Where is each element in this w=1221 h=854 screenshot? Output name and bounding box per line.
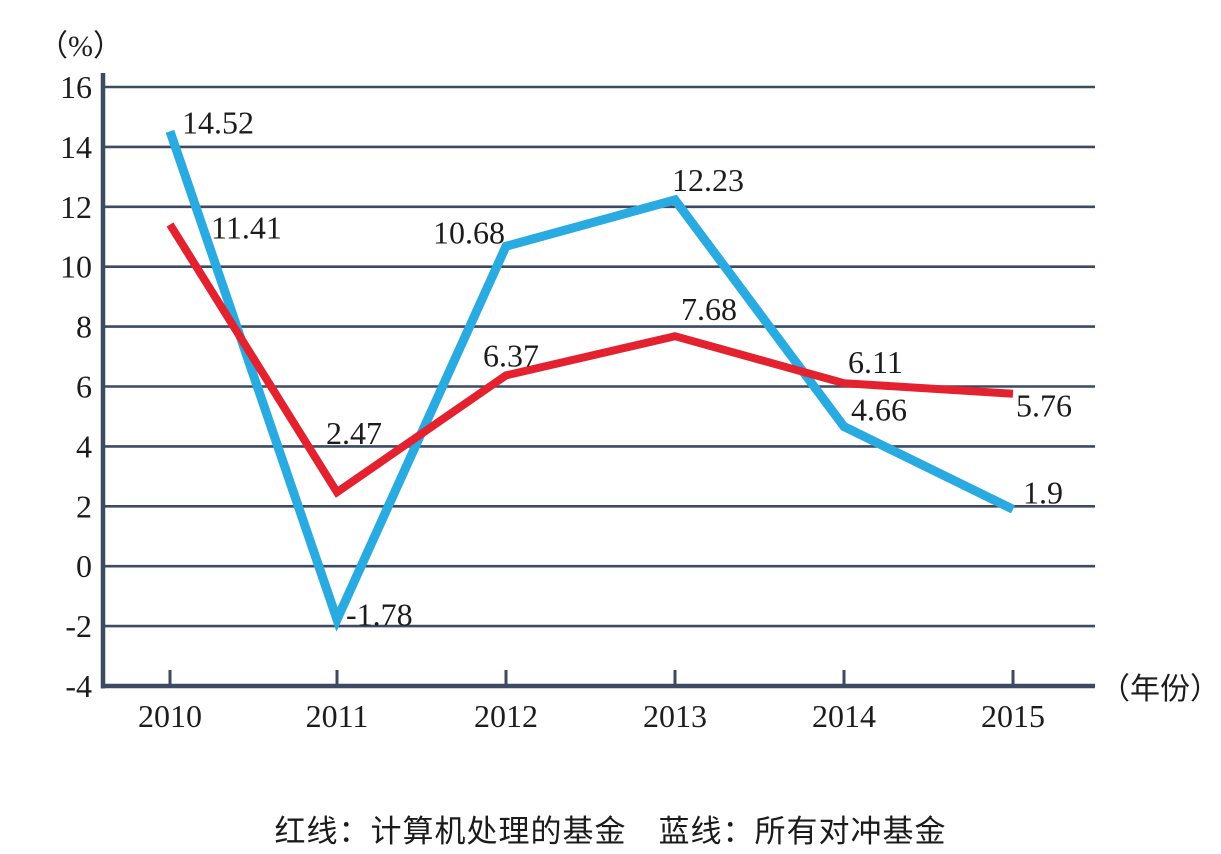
y-tick-label: 10 <box>60 249 92 285</box>
x-tick-label: 2011 <box>306 698 369 734</box>
y-tick-label: 14 <box>60 129 92 165</box>
x-tick-label: 2010 <box>138 698 202 734</box>
y-tick-label: -2 <box>65 608 92 644</box>
y-tick-label: 12 <box>60 189 92 225</box>
y-tick-label: 8 <box>76 309 92 345</box>
blue-line <box>165 129 1015 632</box>
x-axis-unit-label: （年份） <box>1100 673 1220 706</box>
y-tick-label: -4 <box>65 668 92 704</box>
x-tick-label: 2013 <box>643 698 707 734</box>
y-tick-label: 4 <box>76 428 92 464</box>
y-tick-label: 16 <box>60 69 92 105</box>
data-label: -1.78 <box>346 597 413 633</box>
data-label: 1.9 <box>1023 474 1063 510</box>
y-tick-label: 0 <box>76 548 92 584</box>
x-tick-label: 2012 <box>474 698 538 734</box>
data-label: 7.68 <box>681 291 737 327</box>
data-label: 6.11 <box>848 344 903 380</box>
chart-caption: 红线：计算机处理的基金 蓝线：所有对冲基金 <box>274 814 947 849</box>
data-label: 2.47 <box>326 415 382 451</box>
data-label: 5.76 <box>1016 388 1072 424</box>
x-tick-label: 2014 <box>812 698 876 734</box>
x-tick-label: 2015 <box>981 698 1045 734</box>
data-label: 12.23 <box>672 162 744 198</box>
data-label: 11.41 <box>211 209 282 245</box>
data-label: 14.52 <box>182 104 254 140</box>
y-axis-unit-label: （%） <box>38 30 123 63</box>
data-label: 10.68 <box>433 214 505 250</box>
y-tick-label: 2 <box>76 488 92 524</box>
data-label: 4.66 <box>851 392 907 428</box>
y-tick-label: 6 <box>76 369 92 405</box>
data-label: 6.37 <box>483 337 539 373</box>
red-line <box>166 222 1014 498</box>
